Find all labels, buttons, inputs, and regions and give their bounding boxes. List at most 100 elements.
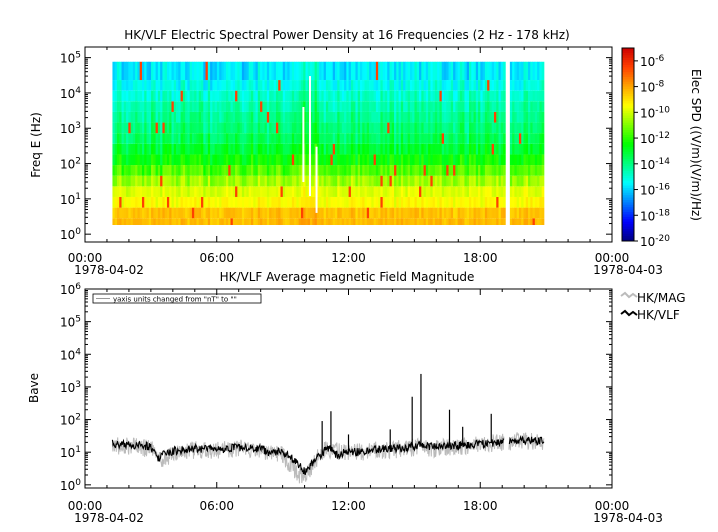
spectrogram-cell [196, 80, 200, 91]
spectrogram-cell [498, 154, 502, 166]
spectrogram-cell [503, 111, 506, 123]
spectrogram-cell [221, 143, 225, 155]
spectrogram-cell [487, 61, 490, 81]
spectrogram-cell [214, 196, 218, 208]
spectrogram-cell [157, 165, 161, 176]
spectrogram-cell [484, 122, 488, 134]
spectrogram-cell [155, 61, 159, 81]
spectrogram-cell [466, 80, 470, 91]
spectrogram-cell [128, 196, 132, 208]
spectrogram-cell [428, 143, 431, 155]
spectrogram-cell [230, 154, 234, 166]
spectrogram-cell [484, 218, 488, 225]
spectrogram-cell [457, 207, 461, 219]
spectrogram-cell [144, 154, 147, 166]
spectrogram-cell [407, 186, 411, 197]
spectrogram-cell [191, 111, 195, 123]
spectrogram-cell [180, 143, 184, 155]
spectrogram-cell [489, 133, 493, 144]
spectrogram-cell [187, 143, 191, 155]
spectrogram-cell [430, 175, 434, 187]
spectrogram-cell [378, 111, 381, 123]
spectrogram-cell [257, 165, 261, 176]
spectrogram-cell [264, 186, 268, 197]
spectrogram-cell [250, 133, 254, 144]
spectrogram-cell [266, 80, 270, 91]
spectrogram-cell [291, 122, 295, 134]
spectrogram-cell [223, 80, 227, 91]
spectrogram-cell [434, 143, 438, 155]
spectrogram-cell [123, 61, 127, 81]
spectrogram-cell [378, 143, 381, 155]
spectrogram-cell [237, 207, 241, 219]
spectrogram-cell [321, 218, 325, 225]
spectrogram-cell [235, 207, 238, 219]
spectrogram-cell [448, 61, 452, 81]
spectrogram-cell [453, 90, 456, 102]
spectrogram-cell [419, 218, 422, 225]
spectrogram-cell [182, 133, 186, 144]
spectrogram-cell [207, 154, 211, 166]
spectrogram-cell [503, 133, 506, 144]
spectrogram-cell [255, 175, 259, 187]
spectrogram-cell [237, 218, 241, 225]
spectrogram-cell [176, 196, 179, 208]
spectrogram-cell [325, 90, 329, 102]
bottom-x-tick-label: 06:00 [199, 499, 234, 513]
colorbar-segment [622, 221, 634, 225]
spectrogram-cell [330, 186, 334, 197]
colorbar-segment [622, 187, 634, 191]
colorbar-segment [622, 91, 634, 95]
spectrogram-cell [212, 101, 216, 112]
spectrogram-cell [241, 80, 245, 91]
spectrogram-cell [121, 122, 125, 134]
spectrogram-cell [521, 80, 524, 91]
spectrogram-cell [180, 218, 184, 225]
spectrogram-cell [466, 218, 470, 225]
spectrogram-cell [146, 186, 150, 197]
spectrogram-cell [246, 196, 250, 208]
spectrogram-cell [289, 143, 293, 155]
spectrogram-cell [303, 207, 306, 219]
spectrogram-cell [528, 218, 531, 225]
spectrogram-cell [480, 111, 484, 123]
spectrogram-cell [180, 61, 184, 81]
spectrogram-cell [203, 80, 206, 91]
spectrogram-cell [344, 101, 347, 112]
spectrogram-cell [176, 101, 179, 112]
spectrogram-cell [214, 133, 218, 144]
spectrogram-cell [221, 61, 225, 81]
colorbar-segment [622, 166, 634, 170]
spectrogram-cell [541, 61, 545, 81]
spectrogram-cell [364, 80, 368, 91]
spectrogram-cell [382, 207, 386, 219]
spectrogram-cell [462, 175, 465, 187]
spectrogram-cell [434, 154, 438, 166]
spectrogram-cell [441, 165, 445, 176]
spectrogram-cell [493, 175, 497, 187]
spectrogram-cell [532, 111, 536, 123]
spectrogram-cell [475, 207, 479, 219]
spectrogram-cell [441, 61, 445, 81]
spectrogram-cell [523, 122, 527, 134]
spectrogram-cell [114, 61, 118, 81]
spectrogram-cell [532, 80, 536, 91]
spectrogram-cell [375, 133, 379, 144]
spectrogram-cell [160, 207, 163, 219]
spectrogram-cell [425, 175, 429, 187]
spectrogram-cell [130, 186, 134, 197]
spectrogram-cell [291, 196, 295, 208]
spectrogram-cell [491, 207, 495, 219]
spectrogram-cell [423, 122, 427, 134]
spectrogram-cell [441, 175, 445, 187]
spectrogram-cell [123, 165, 127, 176]
spectrogram-cell [439, 218, 443, 225]
spectrogram-cell [119, 165, 122, 176]
spectrogram-cell [144, 111, 147, 123]
spectrogram-cell [137, 143, 141, 155]
spectrogram-cell [428, 61, 431, 81]
spectrogram-cell [478, 122, 481, 134]
spectrogram-cell [371, 143, 375, 155]
spectrogram-cell [487, 80, 490, 91]
